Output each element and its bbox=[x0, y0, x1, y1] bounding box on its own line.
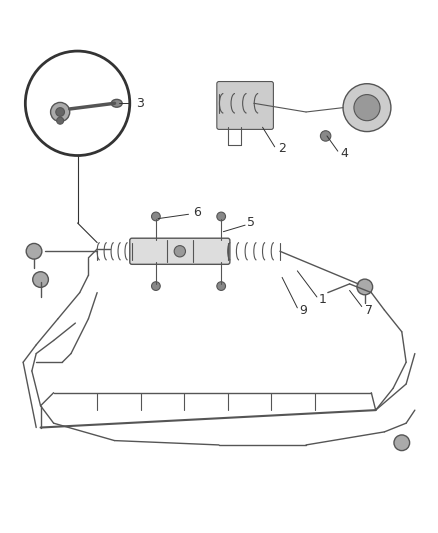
Ellipse shape bbox=[111, 99, 122, 107]
Text: 6: 6 bbox=[193, 206, 201, 219]
Circle shape bbox=[56, 108, 64, 116]
Text: 5: 5 bbox=[247, 216, 255, 230]
Circle shape bbox=[217, 282, 226, 290]
Circle shape bbox=[394, 435, 410, 450]
Circle shape bbox=[57, 117, 64, 124]
Circle shape bbox=[25, 51, 130, 156]
Circle shape bbox=[357, 279, 373, 295]
Circle shape bbox=[33, 272, 48, 287]
Text: 9: 9 bbox=[300, 303, 307, 317]
FancyBboxPatch shape bbox=[130, 238, 230, 264]
Text: 1: 1 bbox=[319, 293, 327, 305]
Circle shape bbox=[343, 84, 391, 132]
Text: 7: 7 bbox=[365, 303, 373, 317]
Circle shape bbox=[26, 244, 42, 259]
Text: 3: 3 bbox=[136, 97, 144, 110]
Text: 2: 2 bbox=[278, 142, 286, 156]
Circle shape bbox=[354, 94, 380, 120]
FancyBboxPatch shape bbox=[217, 82, 273, 130]
Circle shape bbox=[152, 282, 160, 290]
Circle shape bbox=[321, 131, 331, 141]
Circle shape bbox=[174, 246, 185, 257]
Circle shape bbox=[50, 102, 70, 122]
Circle shape bbox=[217, 212, 226, 221]
Text: 4: 4 bbox=[341, 147, 349, 160]
Circle shape bbox=[152, 212, 160, 221]
